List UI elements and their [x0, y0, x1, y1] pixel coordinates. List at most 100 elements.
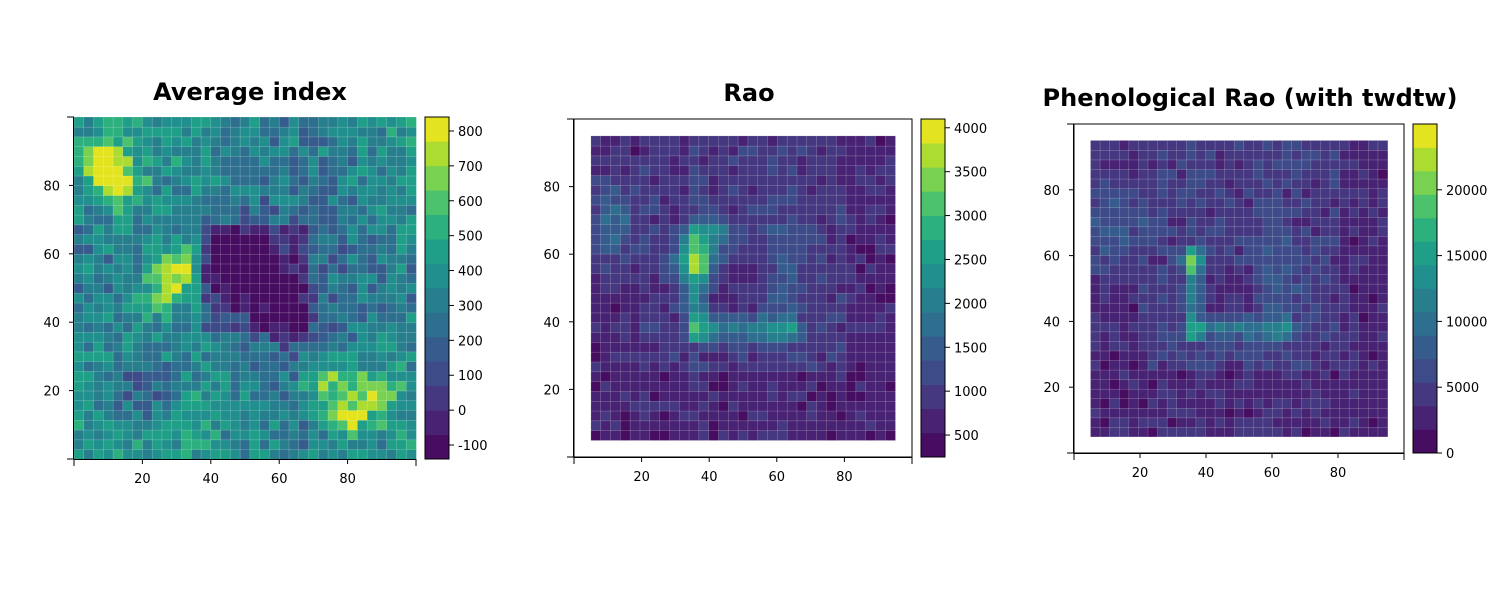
heatmap-cell [308, 390, 319, 402]
heatmap-cell [171, 439, 183, 450]
heatmap-cell [826, 400, 837, 412]
heatmap-cell [620, 420, 631, 431]
heatmap-cell [1262, 369, 1274, 380]
heatmap-cell [230, 448, 241, 460]
heatmap-cell [698, 420, 710, 431]
heatmap-cell [318, 321, 329, 333]
heatmap-cell [1214, 149, 1226, 161]
heatmap-cell [1109, 283, 1120, 294]
heatmap-cell [835, 371, 847, 382]
heatmap-cell [103, 243, 114, 255]
heatmap-cell [1128, 426, 1140, 438]
heatmap-cell [181, 224, 192, 235]
heatmap-cell [337, 185, 349, 196]
heatmap-cell [718, 410, 729, 422]
heatmap-cell [122, 429, 134, 441]
heatmap-cell [132, 370, 144, 382]
heatmap-cell [230, 351, 241, 362]
heatmap-cell [1195, 140, 1207, 151]
heatmap-cell [728, 135, 739, 147]
heatmap-cell [386, 136, 398, 147]
heatmap-cell [600, 155, 612, 166]
heatmap-cell [1358, 178, 1369, 189]
heatmap-cell [93, 361, 104, 372]
heatmap-cell [688, 371, 700, 382]
heatmap-cell [816, 174, 828, 186]
heatmap-cell [826, 430, 837, 441]
heatmap-cell [1329, 235, 1341, 247]
heatmap-cell [1195, 149, 1207, 161]
heatmap-cell [200, 390, 212, 402]
heatmap-cell [200, 361, 212, 372]
heatmap-cell [220, 155, 231, 167]
heatmap-cell [855, 223, 867, 235]
heatmap-cell [669, 282, 680, 294]
heatmap-cell [620, 184, 631, 196]
heatmap-cell [357, 282, 368, 294]
heatmap-cell [1128, 207, 1140, 218]
heatmap-cell [83, 136, 95, 147]
heatmap-cell [278, 448, 290, 460]
heatmap-cell [659, 282, 671, 294]
heatmap-cell [600, 243, 612, 255]
heatmap-cell [1358, 207, 1369, 218]
heatmap-cell [1272, 197, 1283, 208]
heatmap-cell [171, 136, 183, 147]
heatmap-cell [1195, 207, 1207, 218]
heatmap-cell [112, 409, 124, 421]
heatmap-cell [885, 273, 896, 284]
heatmap-cell [249, 273, 261, 284]
heatmap-cell [1301, 340, 1312, 352]
heatmap-cell [600, 165, 612, 176]
heatmap-cell [171, 224, 183, 235]
heatmap-cell [1118, 340, 1130, 352]
heatmap-cell [151, 185, 163, 196]
heatmap-cell [649, 233, 661, 245]
heatmap-cell [669, 233, 680, 245]
heatmap-cell [1243, 264, 1255, 275]
heatmap-cell [1377, 207, 1389, 218]
heatmap-cell [327, 312, 339, 323]
heatmap-cell [1339, 359, 1350, 371]
heatmap-cell [835, 184, 847, 196]
heatmap-cell [1262, 407, 1274, 419]
heatmap-cell [249, 312, 261, 323]
heatmap-cell [376, 155, 388, 167]
colorbar-tick-label: 0 [458, 404, 466, 419]
heatmap-cell [1339, 187, 1350, 199]
heatmap-cell [1214, 331, 1226, 342]
heatmap-cell [112, 400, 124, 411]
heatmap-cell [210, 282, 222, 294]
heatmap-cell [1233, 359, 1245, 371]
heatmap-cell [1147, 321, 1159, 333]
heatmap-cell [298, 263, 310, 274]
heatmap-cell [1214, 378, 1226, 390]
heatmap-cell [639, 351, 651, 363]
heatmap-cell [1291, 178, 1302, 189]
heatmap-cell [845, 214, 857, 225]
colorbar-segment [921, 432, 945, 458]
heatmap-cell [639, 204, 651, 216]
heatmap-cell [777, 302, 788, 314]
heatmap-cell [610, 204, 621, 216]
colorbar-segment [1413, 335, 1437, 360]
heatmap-cell [718, 184, 729, 196]
heatmap-cell [73, 175, 85, 187]
heatmap-cell [259, 400, 271, 411]
heatmap-cell [845, 430, 857, 441]
heatmap-cell [318, 419, 329, 431]
heatmap-cell [688, 390, 700, 402]
heatmap-cell [1128, 178, 1140, 189]
heatmap-cell [1272, 178, 1283, 189]
heatmap-cell [347, 282, 359, 294]
heatmap-cell [142, 155, 153, 167]
heatmap-cell [777, 282, 788, 294]
heatmap-cell [610, 430, 621, 441]
heatmap-cell [1195, 226, 1207, 237]
heatmap-cell [327, 341, 339, 353]
heatmap-cell [259, 390, 271, 402]
heatmap-cell [318, 380, 329, 392]
heatmap-cell [93, 165, 104, 177]
heatmap-cell [610, 223, 621, 235]
heatmap-cell [1195, 340, 1207, 352]
